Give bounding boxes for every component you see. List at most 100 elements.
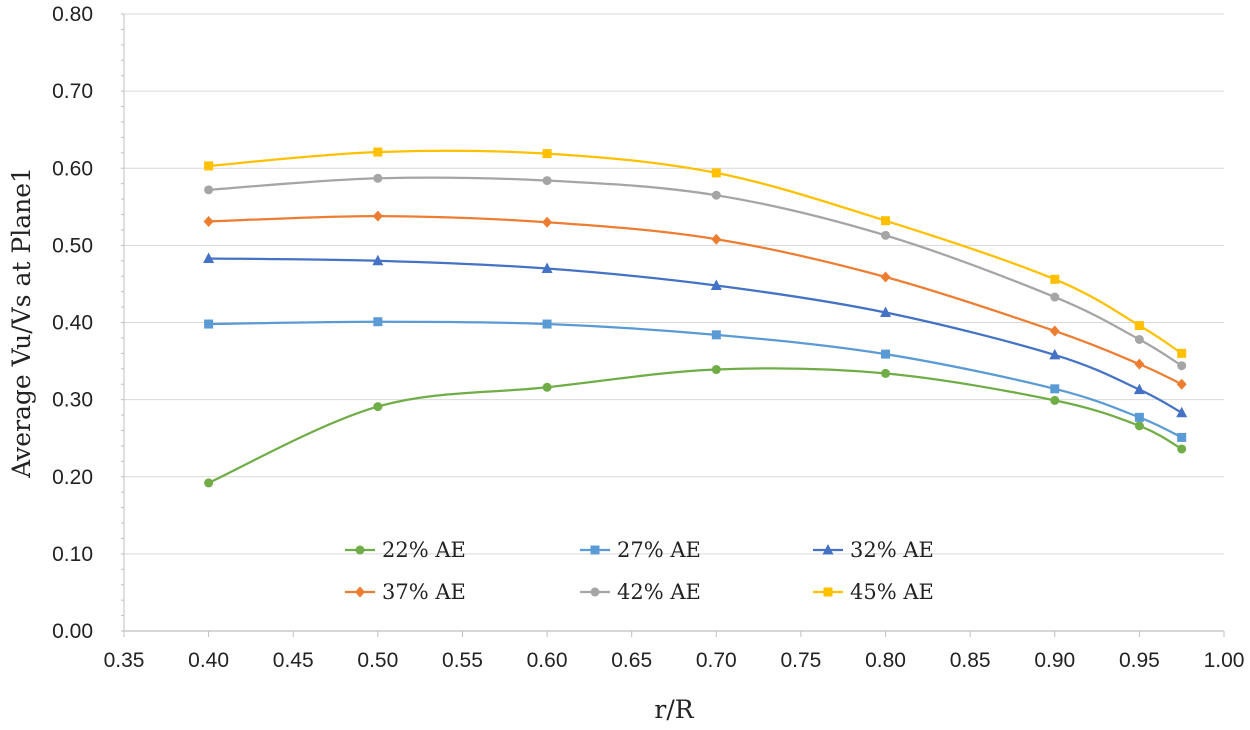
data-point [542,319,552,329]
data-point [710,279,722,290]
x-tick-label: 0.75 [780,649,821,672]
data-point [1049,325,1060,337]
legend-item: 32% AE [813,538,934,562]
x-tick-label: 0.95 [1119,649,1160,672]
legend-item: 45% AE [813,580,934,604]
legend-marker [590,587,600,597]
data-point [1177,348,1187,358]
data-point [1134,412,1144,422]
data-point [204,185,214,195]
x-tick-label: 0.85 [950,649,991,672]
series-group [203,147,1188,488]
x-tick-label: 1.00 [1204,649,1245,672]
legend-marker [355,545,365,555]
series-line [208,367,1183,484]
series-42-ae [204,173,1187,371]
data-point [1134,321,1144,331]
legend-marker [355,586,365,598]
y-tick-label: 0.20 [52,466,93,489]
legend-label: 22% AE [382,538,466,562]
legend-label: 32% AE [850,538,934,562]
data-point [373,147,383,157]
y-axis-title: Average Vu/Vs at Plane1 [7,167,36,479]
data-point [542,216,553,228]
data-point [881,230,891,240]
x-axis-title: r/R [654,695,694,724]
data-point [1050,384,1060,394]
data-point [1177,432,1187,442]
data-point [1134,334,1144,344]
legend-item: 37% AE [345,580,466,604]
data-point [711,190,721,200]
legend-item: 22% AE [345,538,466,562]
x-tick-label: 0.40 [188,649,229,672]
legend: 22% AE 27% AE 32% AE 37% AE 42% AE 45% AE [345,538,934,604]
legend-item: 27% AE [580,538,701,562]
data-point [1176,378,1187,390]
data-point [1050,292,1060,302]
data-point [203,215,214,227]
y-tick-label: 0.50 [52,234,93,257]
data-point [373,402,383,412]
data-point [1177,444,1187,454]
data-point [881,349,891,359]
y-tick-label: 0.30 [52,389,93,412]
data-point [542,149,552,159]
legend-marker [823,587,833,597]
x-tick-label: 0.60 [527,649,568,672]
data-point [711,330,721,340]
x-tick-label: 0.45 [273,649,314,672]
data-point [372,210,383,222]
data-point [711,233,722,245]
data-point [880,271,891,283]
data-point [1176,406,1188,418]
data-point [203,252,215,263]
series-line [208,320,1183,439]
data-point [711,168,721,178]
y-tick-label: 0.60 [52,157,93,180]
legend-label: 42% AE [617,580,701,604]
data-point [711,365,721,375]
x-tick-label: 0.65 [611,649,652,672]
x-tick-label: 0.35 [104,649,145,672]
x-tick-label: 0.80 [865,649,906,672]
data-point [541,262,553,274]
series-37-ae [203,210,1187,390]
data-point [373,173,383,183]
y-tick-label: 0.00 [52,620,93,643]
y-tick-label: 0.80 [52,3,93,26]
series-27-ae [204,317,1187,442]
data-point [1050,274,1060,284]
data-point [1177,361,1187,371]
legend-marker [822,544,834,555]
data-point [1049,348,1061,360]
legend-label: 37% AE [382,580,466,604]
x-tick-label: 0.55 [442,649,483,672]
legend-label: 27% AE [617,538,701,562]
data-point [542,176,552,186]
data-point [204,478,214,488]
x-tick-label: 0.70 [696,649,737,672]
data-point [881,216,891,226]
series-45-ae [204,147,1187,358]
data-point [880,306,892,317]
data-point [204,161,214,171]
data-point [372,254,384,266]
x-tick-label: 0.90 [1034,649,1075,672]
data-point [542,382,552,392]
series-line [208,214,1183,386]
data-point [373,317,383,327]
series-22-ae [204,365,1187,488]
y-tick-label: 0.10 [52,543,93,566]
legend-marker [590,545,600,555]
data-point [1133,383,1145,395]
data-point [881,368,891,378]
data-point [1134,421,1144,431]
legend-item: 42% AE [580,580,701,604]
series-line [208,257,1183,414]
series-32-ae [203,252,1188,418]
data-point [1050,395,1060,405]
y-tick-label: 0.40 [52,312,93,335]
legend-label: 45% AE [850,580,934,604]
